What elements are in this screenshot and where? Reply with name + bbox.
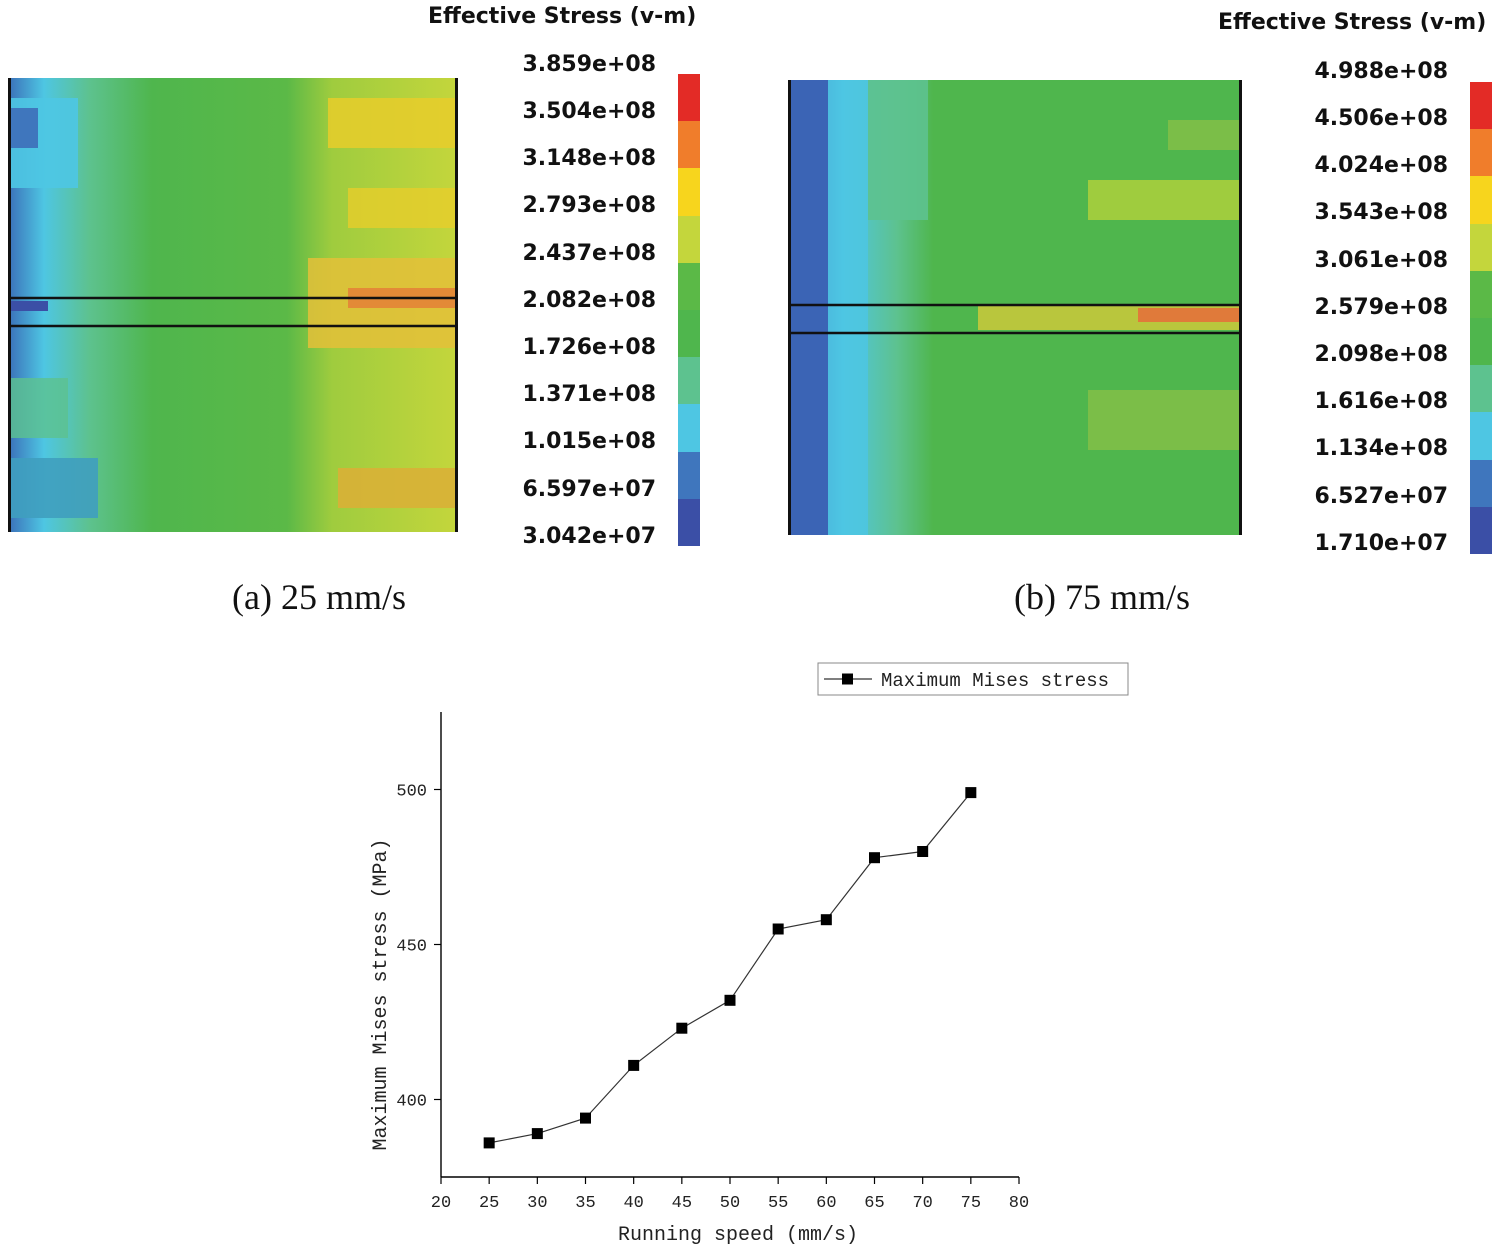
x-tick-label: 20 — [431, 1194, 451, 1213]
data-point — [531, 1128, 543, 1140]
y-axis-label: Maximum Mises stress (MPa) — [370, 838, 393, 1150]
colorbar-b-swatch — [1470, 270, 1492, 318]
y-tick-label: 450 — [396, 938, 427, 957]
colorbar-b-swatch — [1470, 176, 1492, 224]
colorbar-b-label: 1.710e+07 — [1314, 531, 1448, 556]
y-tick-label: 400 — [396, 1093, 427, 1112]
series — [483, 787, 977, 1149]
line-chart: 20 25 30 35 40 45 50 55 60 65 70 75 80 400 450 500 Runni… — [0, 640, 1500, 1250]
colorbar-a — [678, 74, 700, 546]
colorbar-b-swatch — [1470, 412, 1492, 460]
data-point — [772, 923, 784, 935]
x-tick-label: 75 — [961, 1194, 981, 1213]
x-tick-label: 45 — [672, 1194, 692, 1213]
panel-b-title: Effective Stress (v-m) — [1218, 10, 1487, 35]
colorbar-b — [1470, 82, 1492, 554]
colorbar-b-label: 2.098e+08 — [1314, 342, 1448, 367]
colorbar-a-label: 1.015e+08 — [522, 429, 656, 454]
series-line — [489, 792, 972, 1144]
colorbar-a-label: 6.597e+07 — [522, 477, 656, 502]
colorbar-a-label: 1.726e+08 — [522, 335, 656, 360]
line-chart-svg: 20 25 30 35 40 45 50 55 60 65 70 75 80 400 450 500 Runni… — [370, 662, 1129, 1247]
data-point — [917, 846, 929, 857]
colorbar-a-swatch — [678, 168, 700, 216]
colorbar-b-label: 6.527e+07 — [1314, 484, 1448, 509]
legend-label: Maximum Mises stress — [881, 670, 1109, 692]
data-point — [965, 787, 977, 799]
x-tick-label: 35 — [575, 1194, 595, 1213]
colorbar-a-swatch — [678, 215, 700, 263]
x-tick-label: 40 — [623, 1194, 643, 1213]
colorbar-a-swatch — [678, 357, 700, 405]
x-tick-label: 25 — [479, 1194, 499, 1213]
colorbar-a-label: 2.082e+08 — [522, 288, 656, 313]
colorbar-b-label: 2.579e+08 — [1314, 295, 1448, 320]
colorbar-b-swatch — [1470, 459, 1492, 507]
colorbar-a-swatch — [678, 262, 700, 310]
x-tick-label: 60 — [816, 1194, 836, 1213]
data-point — [628, 1059, 640, 1071]
contour-plot-b — [788, 80, 1242, 535]
colorbar-a-label: 3.859e+08 — [522, 52, 656, 77]
data-point — [724, 994, 736, 1006]
contour-plot-a — [8, 78, 458, 532]
data-point — [820, 914, 832, 926]
colorbar-b-swatch — [1470, 82, 1492, 130]
colorbar-a-label: 2.793e+08 — [522, 193, 656, 218]
data-point — [869, 852, 880, 864]
chart-legend: Maximum Mises stress — [817, 662, 1129, 696]
colorbar-a-label: 1.371e+08 — [522, 382, 656, 407]
data-point — [483, 1137, 495, 1149]
colorbar-a-swatch — [678, 309, 700, 358]
panel-a-caption: (a) 25 mm/s — [232, 577, 406, 617]
colorbar-b-swatch — [1470, 129, 1492, 177]
x-tick-label: 65 — [864, 1194, 884, 1213]
colorbar-b-label: 1.134e+08 — [1314, 436, 1448, 461]
contour-panel-b: Effective Stress (v-m) 4.988e+08 4.506e+… — [780, 0, 1500, 620]
colorbar-b-swatch — [1470, 506, 1492, 554]
contour-panel-a: Effective Stress (v-m) 3.859e+08 3.504e+… — [0, 0, 720, 620]
data-point — [580, 1112, 591, 1124]
legend-marker — [842, 673, 853, 685]
x-tick-label: 50 — [720, 1194, 740, 1213]
x-tick-label: 55 — [768, 1194, 788, 1213]
x-tick-label: 80 — [1009, 1194, 1029, 1213]
panel-b-caption: (b) 75 mm/s — [1014, 577, 1190, 617]
colorbar-b-label: 3.061e+08 — [1314, 248, 1448, 273]
colorbar-a-swatch — [678, 498, 700, 546]
colorbar-a-swatch — [678, 404, 700, 452]
colorbar-a-swatch — [678, 451, 700, 499]
colorbar-b-label: 3.543e+08 — [1314, 200, 1448, 225]
colorbar-a-label: 3.042e+07 — [522, 524, 656, 549]
colorbar-b-swatch — [1470, 317, 1492, 366]
colorbar-a-label: 3.148e+08 — [522, 146, 656, 171]
colorbar-a-label: 3.504e+08 — [522, 99, 656, 124]
colorbar-b-swatch — [1470, 223, 1492, 271]
colorbar-b-label: 4.024e+08 — [1314, 153, 1448, 178]
x-tick-label: 70 — [912, 1194, 932, 1213]
colorbar-a-label: 2.437e+08 — [522, 241, 656, 266]
colorbar-b-label: 4.506e+08 — [1314, 106, 1448, 131]
colorbar-b-label: 4.988e+08 — [1314, 59, 1448, 84]
data-point — [676, 1022, 688, 1034]
axes: 20 25 30 35 40 45 50 55 60 65 70 75 80 400 450 500 Runni… — [370, 712, 1029, 1247]
x-tick-label: 30 — [527, 1194, 547, 1213]
y-tick-label: 500 — [396, 783, 427, 802]
colorbar-b-swatch — [1470, 365, 1492, 413]
colorbar-b-label: 1.616e+08 — [1314, 389, 1448, 414]
panel-a-title: Effective Stress (v-m) — [428, 4, 697, 29]
x-axis-label: Running speed (mm/s) — [618, 1224, 858, 1247]
colorbar-a-swatch — [678, 121, 700, 169]
colorbar-a-swatch — [678, 74, 700, 122]
